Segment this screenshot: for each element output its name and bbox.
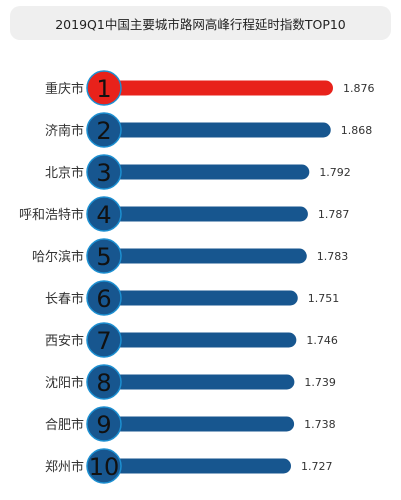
chart-title: 2019Q1中国主要城市路网高峰行程延时指数TOP10	[55, 16, 346, 32]
bar	[104, 80, 333, 96]
rank-number: 3	[96, 159, 111, 187]
rank-circle	[86, 112, 122, 148]
bar	[104, 164, 310, 180]
value-label: 1.746	[306, 334, 338, 347]
category-label: 合肥市	[45, 417, 84, 433]
rank-number: 7	[96, 327, 111, 355]
bar	[104, 458, 291, 474]
rank-number: 2	[96, 117, 111, 145]
bar	[104, 416, 295, 432]
category-label: 呼和浩特市	[19, 207, 84, 223]
bar	[104, 206, 308, 222]
value-label: 1.739	[304, 376, 336, 389]
bar	[104, 290, 298, 306]
rank-number: 5	[96, 243, 111, 271]
bar	[104, 248, 307, 264]
rank-circle	[86, 238, 122, 274]
bar	[104, 122, 331, 138]
rank-circle	[86, 280, 122, 316]
category-label: 哈尔滨市	[32, 249, 84, 265]
rank-number: 10	[89, 453, 120, 481]
bar	[104, 332, 297, 348]
rank-number: 9	[96, 411, 111, 439]
rank-circle	[86, 406, 122, 442]
category-label: 西安市	[45, 333, 84, 349]
value-label: 1.787	[318, 208, 350, 221]
title-box: 2019Q1中国主要城市路网高峰行程延时指数TOP10	[10, 6, 391, 40]
category-label: 重庆市	[45, 81, 84, 97]
category-label: 济南市	[45, 123, 84, 139]
category-label: 北京市	[45, 165, 84, 181]
rank-number: 1	[96, 75, 111, 103]
value-label: 1.868	[341, 124, 373, 137]
rank-circle	[86, 322, 122, 358]
rank-circle	[86, 70, 122, 106]
rank-circle	[86, 364, 122, 400]
rank-number: 8	[96, 369, 111, 397]
category-label: 沈阳市	[45, 375, 84, 391]
value-label: 1.783	[317, 250, 349, 263]
bar	[104, 374, 295, 390]
rank-circle	[86, 154, 122, 190]
rank-number: 4	[96, 201, 111, 229]
rank-circle	[86, 196, 122, 232]
rank-number: 6	[96, 285, 111, 313]
value-label: 1.792	[319, 166, 351, 179]
value-label: 1.738	[304, 418, 336, 431]
rank-circle	[86, 448, 122, 484]
value-label: 1.727	[301, 460, 333, 473]
category-label: 长春市	[45, 291, 84, 307]
value-label: 1.751	[308, 292, 340, 305]
category-label: 郑州市	[45, 459, 84, 475]
value-label: 1.876	[343, 82, 375, 95]
